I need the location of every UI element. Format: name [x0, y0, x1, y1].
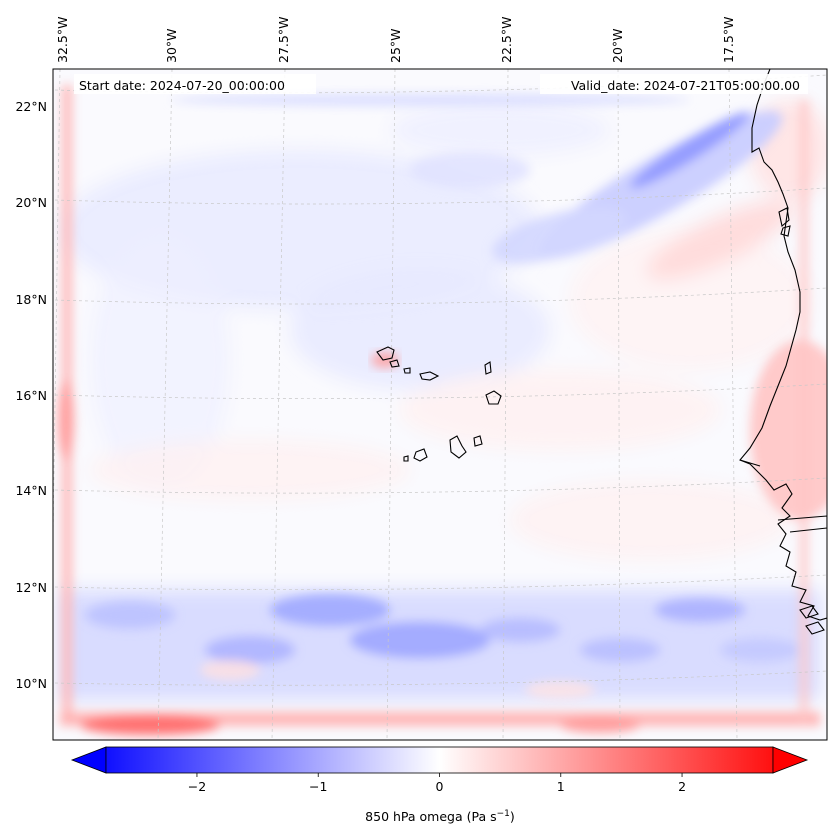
lon-label: 25°W — [388, 28, 403, 63]
lon-label: 22.5°W — [499, 17, 514, 63]
lon-label: 20°W — [610, 28, 625, 63]
map-frame — [52, 68, 828, 741]
map-panel: Start date: 2024-07-20_00:00:00 Valid_da… — [52, 68, 828, 741]
lat-label: 18°N — [15, 292, 47, 307]
lat-label: 20°N — [15, 195, 47, 210]
colorbar-tick-label: 1 — [557, 779, 565, 794]
longitude-labels: 32.5°W 30°W 27.5°W 25°W 22.5°W 20°W 17.5… — [55, 17, 736, 63]
valid-date-label: Valid_date: 2024-07-21T05:00:00.00 — [571, 78, 800, 93]
colorbar-tick-label: 0 — [436, 779, 444, 794]
lat-label: 16°N — [15, 388, 47, 403]
lat-label: 12°N — [15, 580, 47, 595]
colorbar-gradient — [105, 746, 774, 774]
colorbar-tick-label: −2 — [188, 779, 206, 794]
start-date-label: Start date: 2024-07-20_00:00:00 — [79, 78, 285, 93]
colorbar-units-exponent: −1 — [497, 809, 510, 819]
graticule — [53, 69, 827, 740]
colorbar-units-open: ( — [463, 809, 472, 824]
lat-label: 14°N — [15, 483, 47, 498]
lon-label: 32.5°W — [55, 17, 70, 63]
colorbar-label: 850 hPa omega (Pa s−1) — [365, 809, 515, 824]
lon-label: 27.5°W — [276, 17, 291, 63]
colorbar-max-extend — [772, 746, 809, 774]
omega-field — [58, 85, 827, 735]
coastline — [739, 69, 827, 635]
colorbar-units-close: ) — [510, 809, 515, 824]
colorbar-units: Pa s — [472, 809, 497, 824]
latitude-labels: 22°N 20°N 18°N 16°N 14°N 12°N 10°N — [15, 99, 47, 691]
colorbar-tick-label: −1 — [309, 779, 327, 794]
cape-verde-islands — [376, 346, 502, 462]
colorbar-variable: 850 hPa omega — [365, 809, 462, 824]
lat-label: 10°N — [15, 676, 47, 691]
colorbar: −2 −1 0 1 2 850 hPa omega (Pa s−1) — [70, 746, 809, 824]
lon-label: 17.5°W — [721, 17, 736, 63]
colorbar-min-extend — [70, 746, 107, 774]
valid-date-box — [540, 74, 808, 94]
start-date-box — [74, 74, 316, 94]
lat-label: 22°N — [15, 99, 47, 114]
lon-label: 30°W — [164, 28, 179, 63]
colorbar-tick-label: 2 — [678, 779, 686, 794]
colorbar-ticks: −2 −1 0 1 2 — [188, 773, 686, 794]
